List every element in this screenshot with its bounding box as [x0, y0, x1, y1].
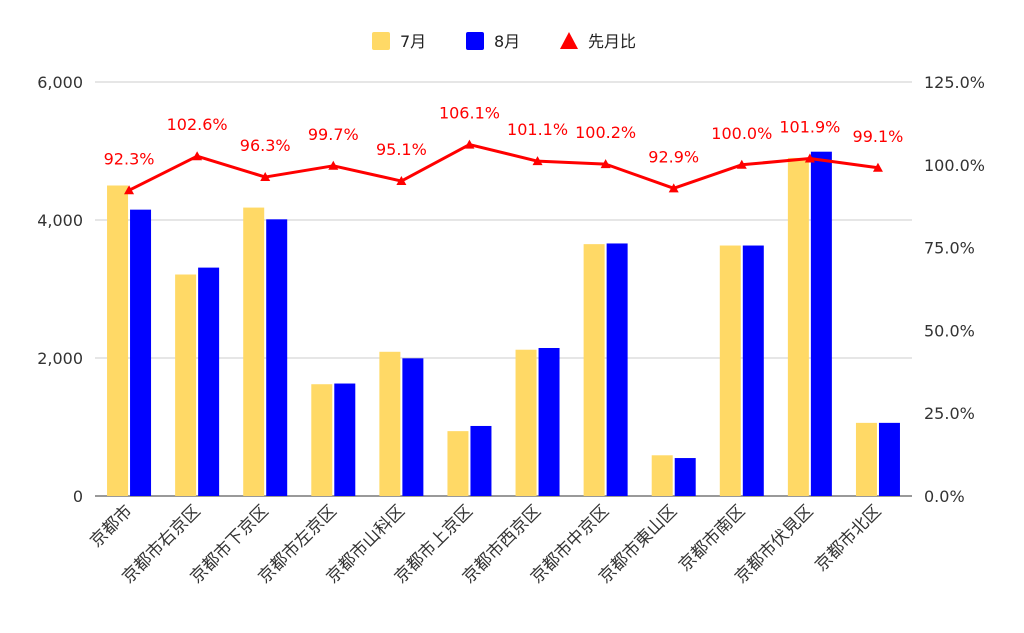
- ratio-point: [872, 162, 883, 172]
- bar-august: [742, 245, 764, 496]
- bar-july: [583, 244, 605, 496]
- bar-august: [878, 422, 900, 496]
- left-axis: 0 2,000 4,000 6,000: [37, 73, 83, 506]
- bar-july: [719, 245, 741, 496]
- bar-august: [130, 209, 152, 496]
- data-label: 106.1%: [439, 104, 500, 123]
- data-label: 92.9%: [648, 147, 699, 166]
- bar-august: [402, 358, 424, 496]
- right-tick-label: 0.0%: [924, 487, 965, 506]
- legend-swatch: [372, 32, 390, 50]
- ratio-point: [464, 139, 475, 149]
- category-labels: 京都市京都市右京区京都市下京区京都市左京区京都市山科区京都市上京区京都市西京区京…: [86, 501, 885, 587]
- ratio-point: [396, 176, 407, 186]
- ratio-point: [804, 153, 815, 163]
- right-tick-label: 75.0%: [924, 239, 975, 258]
- ratio-point: [192, 151, 203, 161]
- right-axis: 0.0% 25.0% 50.0% 75.0% 100.0% 125.0%: [924, 73, 985, 506]
- legend-label: 7月: [400, 32, 426, 51]
- data-label: 101.1%: [507, 120, 568, 139]
- bar-july: [651, 455, 673, 496]
- data-label: 95.1%: [376, 140, 427, 159]
- ratio-point: [124, 185, 135, 195]
- ratio-point: [260, 172, 271, 182]
- gridlines: [95, 81, 912, 497]
- bar-july: [379, 351, 401, 496]
- bars: [107, 151, 900, 496]
- right-tick-label: 125.0%: [924, 73, 985, 92]
- data-label: 92.3%: [104, 149, 155, 168]
- left-tick-label: 0: [73, 487, 83, 506]
- data-label: 100.0%: [711, 124, 772, 143]
- left-tick-label: 2,000: [37, 349, 83, 368]
- ratio-point: [736, 159, 747, 169]
- bar-july: [243, 207, 265, 496]
- data-label: 99.7%: [308, 125, 359, 144]
- data-label: 100.2%: [575, 123, 636, 142]
- data-label: 96.3%: [240, 136, 291, 155]
- bar-july: [447, 431, 469, 496]
- bar-august: [470, 425, 492, 496]
- bar-august: [674, 458, 696, 496]
- bar-august: [334, 383, 356, 496]
- bar-july: [855, 422, 877, 496]
- legend: 7月 8月 先月比: [372, 32, 636, 51]
- bar-august: [606, 243, 628, 496]
- right-tick-label: 25.0%: [924, 404, 975, 423]
- ratio-line: [124, 139, 883, 195]
- bar-august: [538, 347, 560, 496]
- right-tick-label: 50.0%: [924, 321, 975, 340]
- ratio-line-path: [128, 143, 879, 192]
- bar-july: [787, 157, 809, 496]
- ratio-point: [600, 159, 611, 169]
- category-label: 京都市北区: [811, 501, 885, 575]
- bar-july: [515, 349, 537, 496]
- data-label: 102.6%: [167, 115, 228, 134]
- ratio-point: [328, 160, 339, 170]
- ratio-point: [532, 156, 543, 166]
- data-labels: 92.3% 102.6% 96.3% 99.7% 95.1% 106.1% 101.1% 10…: [104, 104, 904, 169]
- bar-august: [198, 267, 220, 496]
- legend-label: 8月: [494, 32, 520, 51]
- category-label: 京都市: [86, 501, 136, 551]
- bar-july: [311, 384, 333, 496]
- bar-july: [175, 274, 197, 496]
- legend-label: 先月比: [588, 32, 636, 51]
- ratio-point: [668, 183, 679, 193]
- data-label: 101.9%: [779, 118, 840, 137]
- bar-august: [810, 151, 832, 496]
- right-tick-label: 100.0%: [924, 156, 985, 175]
- left-tick-label: 6,000: [37, 73, 83, 92]
- data-label: 99.1%: [853, 127, 904, 146]
- left-tick-label: 4,000: [37, 211, 83, 230]
- category-label: 京都市南区: [675, 501, 749, 575]
- bar-july: [107, 185, 129, 496]
- bar-august: [266, 219, 288, 496]
- legend-marker: [560, 32, 578, 49]
- legend-swatch: [466, 32, 484, 50]
